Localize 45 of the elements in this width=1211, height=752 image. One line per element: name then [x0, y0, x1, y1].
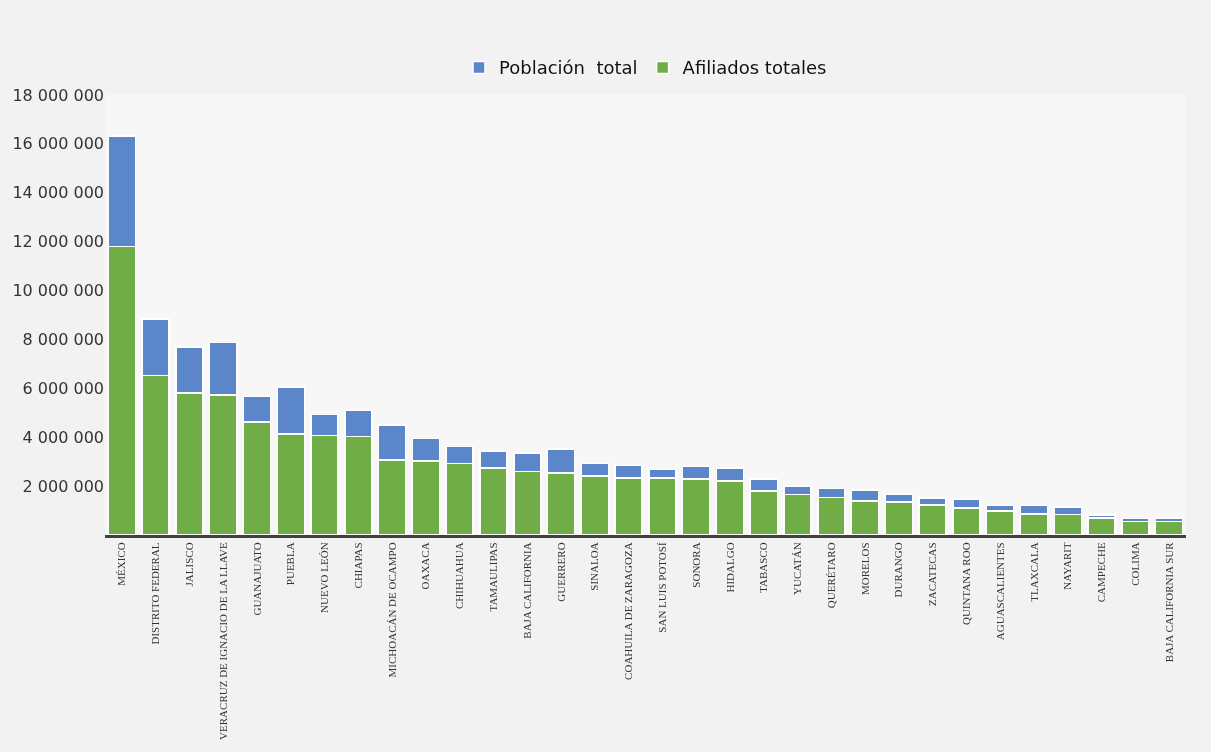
- x-tick-label: VERACRUZ DE IGNACIO DE LA LLAVE: [216, 542, 229, 740]
- x-tick-label: NAYARIT: [1061, 542, 1074, 590]
- x-tick-label: MICHOACÁN DE OCAMPO: [385, 542, 398, 678]
- x-tick-label: TAMAULIPAS: [487, 542, 500, 612]
- bar: [1087, 517, 1116, 535]
- x-tick-label: QUINTANA ROO: [959, 542, 972, 625]
- y-tick-label: 6 000 000: [22, 378, 104, 398]
- x-tick-label: PUEBLA: [284, 542, 297, 586]
- x-tick-label: CAMPECHE: [1095, 542, 1108, 603]
- x-tick-label: GUANAJUATO: [250, 542, 263, 616]
- legend-label: Población total: [499, 57, 638, 79]
- x-tick-label: JALISCO: [183, 542, 196, 587]
- x-tick-label: GUERRERO: [554, 542, 567, 602]
- x-tick-label: BAJA CALIFORNIA: [520, 542, 533, 639]
- x-tick-label: SONORA: [689, 542, 702, 588]
- x-tick-label: QUERÉTARO: [824, 542, 837, 609]
- y-tick-label: 16 000 000: [12, 134, 104, 154]
- x-tick-label: ZACATECAS: [926, 542, 939, 606]
- x-tick-label: TLAXCALA: [1027, 542, 1040, 602]
- x-tick-label: HIDALGO: [723, 542, 736, 593]
- bar: [1121, 520, 1150, 535]
- x-tick-label: OAXACA: [419, 542, 432, 590]
- y-tick-label: 18 000 000: [12, 85, 104, 105]
- y-tick-label: 4 000 000: [22, 427, 104, 447]
- x-tick-label: MÉXICO: [115, 542, 128, 586]
- y-tick-label: 8 000 000: [22, 330, 104, 350]
- x-tick-label: CHIAPAS: [351, 542, 364, 589]
- legend-label: Afiliados totales: [682, 57, 827, 79]
- y-tick-label: 10 000 000: [12, 281, 104, 301]
- x-tick-label: DURANGO: [892, 542, 905, 598]
- x-tick-label: AGUASCALIENTES: [993, 542, 1006, 641]
- y-tick-label: 14 000 000: [12, 183, 104, 203]
- y-tick-label: 2 000 000: [22, 476, 104, 496]
- x-tick-label: SINALOA: [588, 542, 601, 591]
- x-tick-label: BAJA CALIFORNIA SUR: [1162, 541, 1175, 663]
- x-tick-label: COAHUILA DE ZARAGOZA: [622, 542, 635, 680]
- x-tick-label: YUCATÁN: [791, 542, 804, 595]
- x-tick-label: CHIHUAHUA: [453, 542, 466, 610]
- x-tick-label: COLIMA: [1128, 542, 1141, 586]
- x-tick-label: SAN LUIS POTOSÍ: [655, 542, 668, 633]
- x-tick-label: NUEVO LEÓN: [318, 542, 331, 613]
- x-tick-label: DISTRITO FEDERAL: [149, 542, 162, 645]
- x-tick-label: MORELOS: [858, 542, 871, 595]
- y-tick-label: 12 000 000: [12, 232, 104, 252]
- x-tick-label: TABASCO: [757, 542, 770, 593]
